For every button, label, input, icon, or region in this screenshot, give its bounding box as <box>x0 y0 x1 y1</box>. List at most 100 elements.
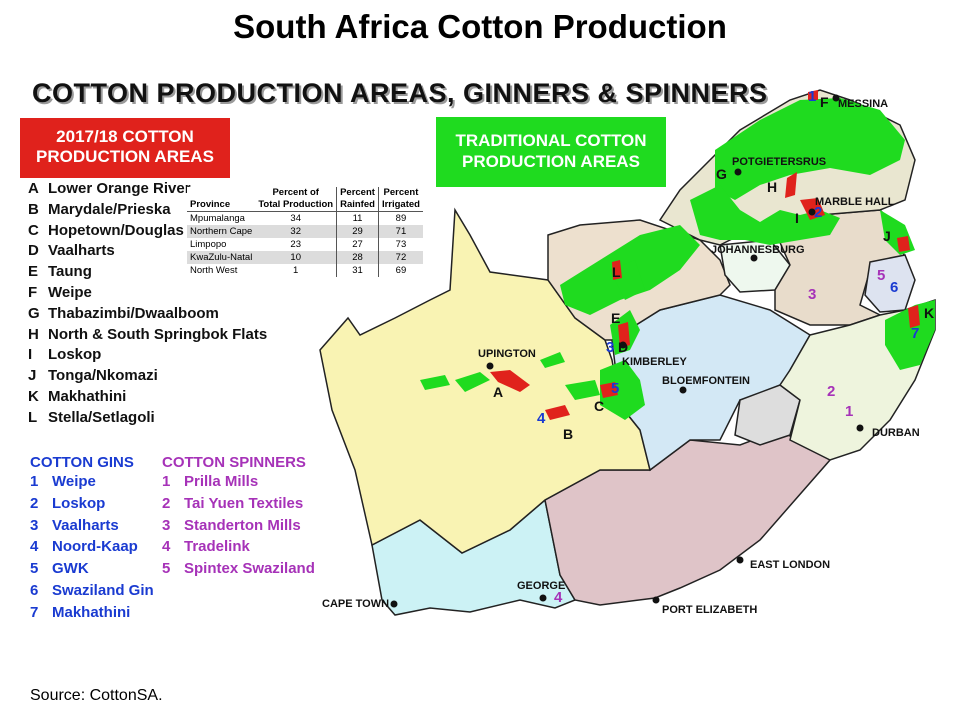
production-area-name: Marydale/Prieska <box>48 200 171 218</box>
cotton-gins-list: COTTON GINS 1 Weipe 2 Loskop 3 Vaalharts 4 Noor… <box>30 454 154 624</box>
production-area-item: E Taung <box>28 262 267 283</box>
production-area-key: D <box>28 242 39 260</box>
table-cell-irrigated: 73 <box>377 238 423 251</box>
table-cell-irrigated: 72 <box>377 251 423 264</box>
table-row: Limpopo 23 27 73 <box>187 238 423 251</box>
table-cell-irrigated: 89 <box>377 211 423 225</box>
city-label-east-london: EAST LONDON <box>750 559 831 571</box>
legend-traditional-line1: TRADITIONAL COTTON <box>455 131 647 150</box>
production-area-key: C <box>28 221 39 239</box>
legend-traditional-areas-box: TRADITIONAL COTTON PRODUCTION AREAS <box>436 117 666 187</box>
gins-item-name: Makhathini <box>52 603 131 621</box>
city-label-kimberley: KIMBERLEY <box>622 356 687 368</box>
header-irrigated-line1: Percent <box>377 187 423 199</box>
map-spinner-label-1: 1 <box>845 403 854 420</box>
city-label-bloemfontein: BLOEMFONTEIN <box>662 375 750 387</box>
gins-item-name: Weipe <box>52 473 96 490</box>
spinners-item: 4 Tradelink <box>162 536 315 558</box>
map-spinner-label-5: 5 <box>877 267 886 284</box>
production-area-item: D Vaalharts <box>28 241 267 262</box>
map-gin-label-4: 4 <box>537 410 546 427</box>
city-label-marble-hall: MARBLE HALL <box>815 196 895 208</box>
table-cell-province: Northern Cape <box>187 225 256 238</box>
table-row: Northern Cape 32 29 71 <box>187 225 423 238</box>
production-area-key: F <box>28 283 38 301</box>
production-area-name: Hopetown/Douglas <box>48 221 184 239</box>
table-cell-province: Limpopo <box>190 239 227 250</box>
production-area-key: E <box>28 263 39 281</box>
map-subtitle: COTTON PRODUCTION AREAS, GINNERS & SPINN… <box>32 78 768 108</box>
city-label-messina: MESSINA <box>838 98 889 110</box>
gins-item-name: Vaalharts <box>52 516 119 534</box>
gins-item-number: 6 <box>30 581 39 599</box>
spinners-item-name: Spintex Swaziland <box>184 560 315 578</box>
table-cell-irrigated: 71 <box>377 225 423 238</box>
map-spinner-label-2: 2 <box>827 383 836 400</box>
production-area-name: Thabazimbi/Dwaalboom <box>48 304 219 322</box>
spinners-item-number: 3 <box>162 516 171 534</box>
gins-item-number: 4 <box>30 538 39 556</box>
production-areas-2017 <box>490 90 920 420</box>
header-rainfed-line1: Percent <box>336 187 379 199</box>
production-area-item: H North & South Springbok Flats <box>28 325 267 346</box>
spinners-item: 2 Tai Yuen Textiles <box>162 493 315 515</box>
gins-item-name: GWK <box>52 560 89 578</box>
production-area-name: Tonga/Nkomazi <box>48 367 158 385</box>
legend-2017-areas-box: 2017/18 COTTON PRODUCTION AREAS <box>20 118 230 178</box>
map-gin-label-7: 7 <box>911 325 920 342</box>
table-row: North West 1 31 69 <box>187 264 423 277</box>
table-cell-irrigated: 69 <box>377 264 423 277</box>
map-area-label-h: H <box>767 179 778 195</box>
gins-item-name: Swaziland Gin <box>52 581 154 599</box>
map-area-label-i: I <box>795 210 799 226</box>
production-area-item: B Marydale/Prieska <box>28 200 267 221</box>
table-cell-province: North West <box>190 265 238 276</box>
legend-2017-line1: 2017/18 COTTON <box>56 127 194 146</box>
production-area-key: H <box>28 325 39 343</box>
table-row: KwaZulu-Natal 10 28 72 <box>187 251 423 264</box>
city-label-cape-town: CAPE TOWN <box>322 598 390 610</box>
table-cell-rainfed: 11 <box>336 211 379 225</box>
legend-traditional-line2: PRODUCTION AREAS <box>462 152 640 171</box>
table-cell-total: 1 <box>293 265 299 276</box>
gins-item-number: 2 <box>30 494 39 512</box>
gins-item: 6 Swaziland Gin <box>30 580 154 602</box>
city-label-johannesburg: JOHANNESBURG <box>711 244 805 256</box>
spinners-item-number: 4 <box>162 538 171 556</box>
production-area-item: A Lower Orange River <box>28 179 267 200</box>
production-area-key: J <box>28 367 37 385</box>
table-cell-province: KwaZulu-Natal <box>187 251 256 264</box>
production-area-name: Makhathini <box>48 387 127 405</box>
table-cell-rainfed: 29 <box>336 225 379 238</box>
production-area-name: Stella/Setlagoli <box>48 408 155 426</box>
table-cell-province: Mpumalanga <box>190 213 245 224</box>
spinners-item: 3 Standerton Mills <box>162 515 315 537</box>
map-area-label-d: D <box>618 339 629 355</box>
header-rainfed-line2: Rainfed <box>336 199 379 212</box>
spinners-item-name: Standerton Mills <box>184 516 301 534</box>
spinners-item-name: Tai Yuen Textiles <box>184 494 304 512</box>
gins-item: 3 Vaalharts <box>30 515 154 537</box>
map-area-label-e: E <box>611 310 621 326</box>
table-row: Mpumalanga 34 11 89 <box>187 211 423 225</box>
map-spinner-label-3: 3 <box>808 286 817 303</box>
city-label-port-elizabeth: PORT ELIZABETH <box>662 604 758 616</box>
spinners-item-number: 2 <box>162 494 171 512</box>
production-area-name: Lower Orange River <box>48 180 191 197</box>
map-area-label-b: B <box>563 426 574 442</box>
map-gin-label-6: 6 <box>890 279 899 296</box>
spinners-heading: COTTON SPINNERS <box>162 454 306 471</box>
production-area-name: North & South Springbok Flats <box>48 325 268 343</box>
production-area-key: K <box>28 387 39 405</box>
production-area-key: L <box>28 408 38 426</box>
production-area-item: K Makhathini <box>28 387 267 408</box>
production-area-item: J Tonga/Nkomazi <box>28 366 267 387</box>
spinners-item-number: 5 <box>162 560 171 578</box>
gins-item-number: 5 <box>30 560 39 578</box>
map-gin-label-5: 5 <box>611 380 620 397</box>
table-cell-total: 32 <box>255 225 337 238</box>
gins-item: 7 Makhathini <box>30 602 154 624</box>
gins-item-number: 1 <box>30 473 39 490</box>
header-province: Province <box>187 199 256 212</box>
